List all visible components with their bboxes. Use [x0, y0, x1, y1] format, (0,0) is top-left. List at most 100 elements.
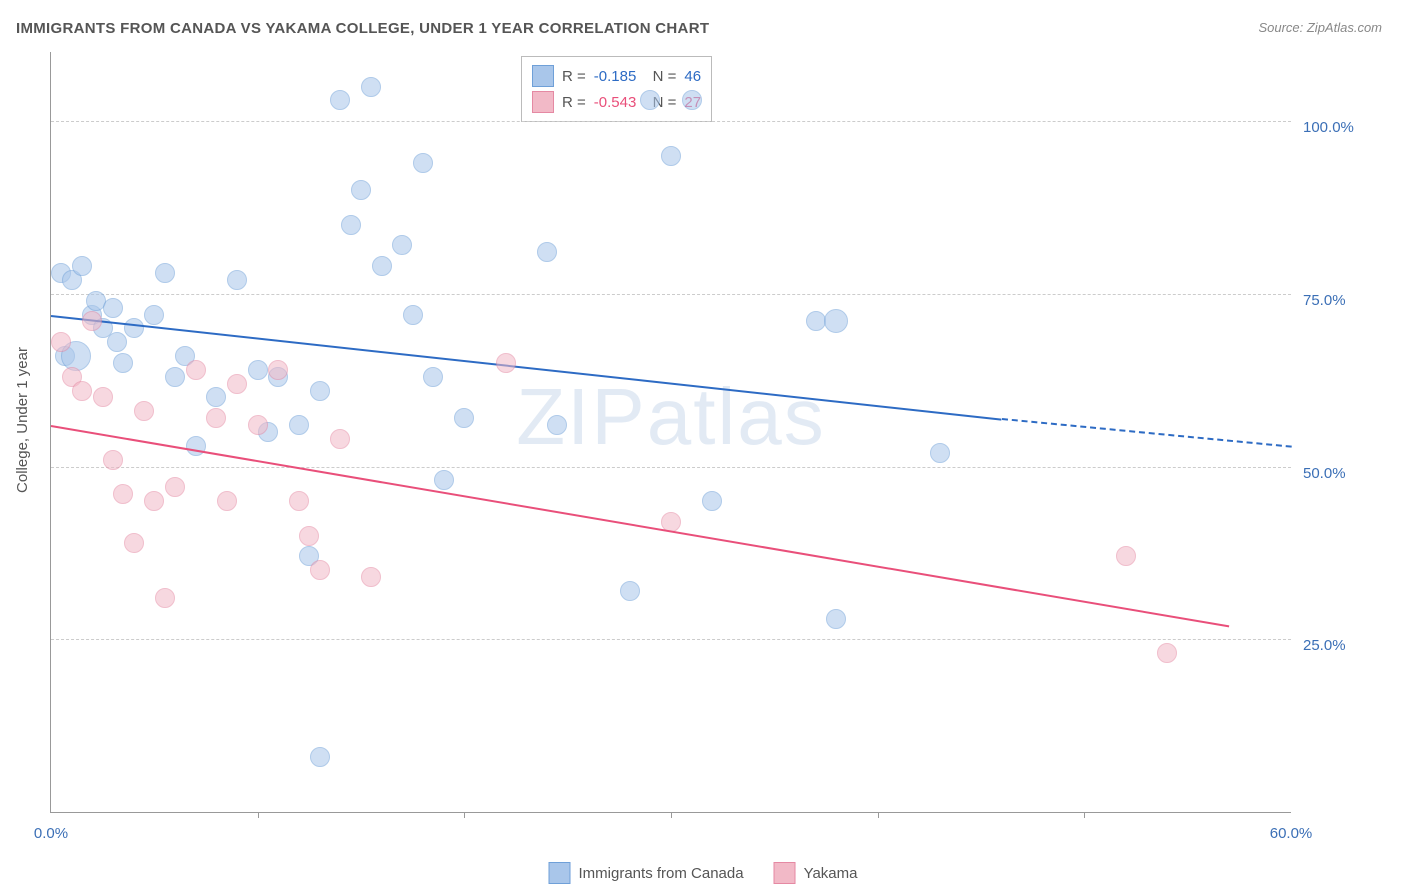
x-tick-mark: [464, 812, 465, 818]
data-point: [93, 387, 113, 407]
legend-swatch: [549, 862, 571, 884]
gridline-h: [51, 294, 1291, 295]
data-point: [1116, 546, 1136, 566]
data-point: [392, 235, 412, 255]
data-point: [289, 491, 309, 511]
data-point: [682, 90, 702, 110]
data-point: [248, 360, 268, 380]
data-point: [124, 318, 144, 338]
legend-item: Yakama: [774, 862, 858, 884]
trend-line-extrapolated: [1002, 418, 1292, 448]
data-point: [72, 256, 92, 276]
data-point: [206, 408, 226, 428]
data-point: [361, 77, 381, 97]
data-point: [51, 332, 71, 352]
data-point: [413, 153, 433, 173]
data-point: [165, 367, 185, 387]
data-point: [124, 533, 144, 553]
legend-stats-row: R =-0.543 N =27: [532, 89, 701, 115]
data-point: [113, 484, 133, 504]
data-point: [930, 443, 950, 463]
data-point: [372, 256, 392, 276]
data-point: [496, 353, 516, 373]
x-tick-label: 60.0%: [1270, 825, 1313, 842]
stat-label: R =: [562, 94, 586, 111]
data-point: [351, 180, 371, 200]
data-point: [155, 263, 175, 283]
data-point: [248, 415, 268, 435]
data-point: [434, 470, 454, 490]
chart-title: IMMIGRANTS FROM CANADA VS YAKAMA COLLEGE…: [16, 20, 709, 37]
legend-swatch: [532, 65, 554, 87]
correlation-legend: R =-0.185 N =46R =-0.543 N =27: [521, 56, 712, 122]
stat-label: R =: [562, 68, 586, 85]
source-attribution: Source: ZipAtlas.com: [1258, 20, 1382, 35]
data-point: [227, 270, 247, 290]
data-point: [361, 567, 381, 587]
r-value: -0.543: [594, 94, 637, 111]
series-legend: Immigrants from Canada Yakama: [549, 862, 858, 884]
data-point: [547, 415, 567, 435]
r-value: -0.185: [594, 68, 637, 85]
data-point: [640, 90, 660, 110]
data-point: [454, 408, 474, 428]
data-point: [107, 332, 127, 352]
data-point: [113, 353, 133, 373]
n-value: 46: [684, 68, 701, 85]
y-tick-label: 50.0%: [1303, 465, 1383, 482]
y-tick-label: 25.0%: [1303, 637, 1383, 654]
data-point: [289, 415, 309, 435]
x-tick-mark: [1084, 812, 1085, 818]
data-point: [403, 305, 423, 325]
data-point: [702, 491, 722, 511]
stat-label: N =: [644, 68, 676, 85]
data-point: [217, 491, 237, 511]
y-axis-label: College, Under 1 year: [14, 347, 31, 493]
x-tick-mark: [258, 812, 259, 818]
gridline-h: [51, 121, 1291, 122]
data-point: [423, 367, 443, 387]
data-point: [186, 360, 206, 380]
legend-label: Yakama: [804, 865, 858, 882]
data-point: [330, 90, 350, 110]
data-point: [227, 374, 247, 394]
x-tick-label: 0.0%: [34, 825, 68, 842]
legend-stats-row: R = -0.185 N = 46: [532, 63, 701, 89]
data-point: [310, 747, 330, 767]
chart-container: IMMIGRANTS FROM CANADA VS YAKAMA COLLEGE…: [0, 0, 1406, 892]
y-tick-label: 100.0%: [1303, 119, 1383, 136]
gridline-h: [51, 639, 1291, 640]
data-point: [134, 401, 154, 421]
data-point: [155, 588, 175, 608]
data-point: [82, 311, 102, 331]
data-point: [103, 298, 123, 318]
data-point: [310, 381, 330, 401]
data-point: [1157, 643, 1177, 663]
data-point: [310, 560, 330, 580]
legend-swatch: [774, 862, 796, 884]
data-point: [144, 305, 164, 325]
data-point: [330, 429, 350, 449]
gridline-h: [51, 467, 1291, 468]
data-point: [537, 242, 557, 262]
data-point: [165, 477, 185, 497]
legend-swatch: [532, 91, 554, 113]
data-point: [620, 581, 640, 601]
trend-line: [51, 425, 1229, 627]
data-point: [824, 309, 848, 333]
data-point: [806, 311, 826, 331]
data-point: [661, 146, 681, 166]
data-point: [268, 360, 288, 380]
data-point: [341, 215, 361, 235]
data-point: [103, 450, 123, 470]
data-point: [144, 491, 164, 511]
y-tick-label: 75.0%: [1303, 292, 1383, 309]
data-point: [72, 381, 92, 401]
legend-item: Immigrants from Canada: [549, 862, 744, 884]
data-point: [206, 387, 226, 407]
plot-area: ZIPatlas R =-0.185 N =46R =-0.543 N =27 …: [50, 52, 1291, 813]
data-point: [299, 526, 319, 546]
legend-label: Immigrants from Canada: [579, 865, 744, 882]
data-point: [826, 609, 846, 629]
x-tick-mark: [878, 812, 879, 818]
